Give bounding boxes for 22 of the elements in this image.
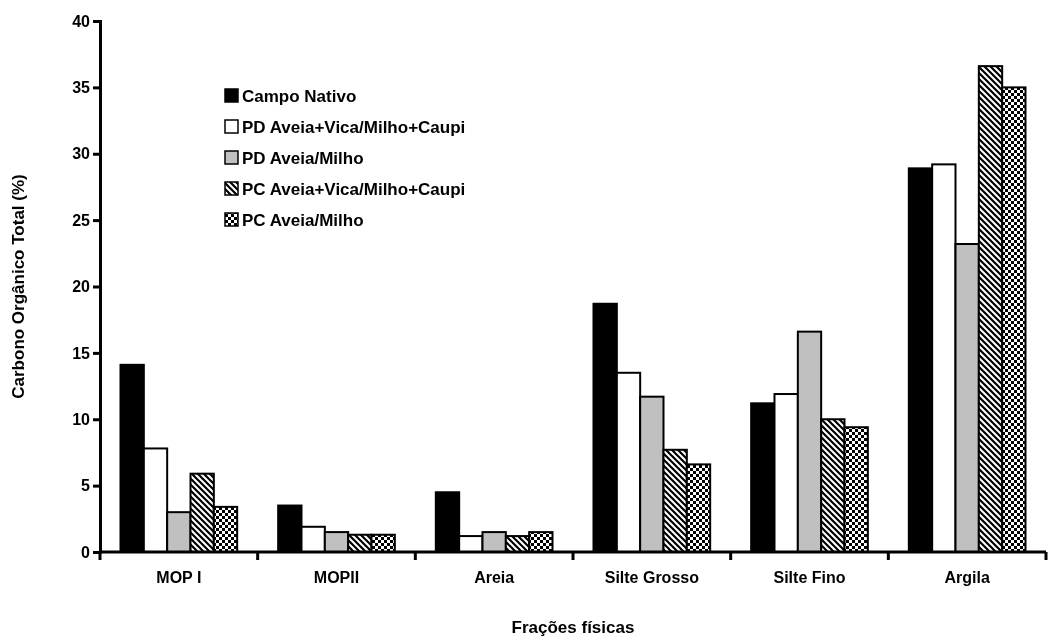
y-tick-label: 20	[72, 278, 91, 296]
legend-label: PC Aveia/Milho	[242, 211, 364, 230]
y-tick-label: 10	[72, 410, 91, 428]
x-tick-label: Areia	[474, 569, 515, 587]
y-tick-label: 15	[72, 344, 91, 362]
y-tick-label: 30	[72, 145, 91, 163]
legend-label: Campo Nativo	[242, 87, 357, 106]
y-tick-label: 0	[81, 543, 91, 561]
x-axis-title: Frações físicas	[511, 618, 635, 637]
x-tick-label: Argila	[944, 569, 990, 587]
legend-label: PD Aveia+Vica/Milho+Caupi	[242, 118, 466, 137]
x-tick-label: Silte Grosso	[604, 569, 700, 587]
y-tick-label: 25	[72, 211, 91, 229]
y-tick-label: 40	[72, 12, 91, 30]
legend-label: PD Aveia/Milho	[242, 149, 364, 168]
x-tick-label: MOP I	[156, 569, 202, 587]
x-tick-label: MOPII	[313, 569, 360, 587]
x-tick-label: Silte Fino	[773, 569, 846, 587]
y-tick-label: 5	[81, 477, 91, 495]
legend-label: PC Aveia+Vica/Milho+Caupi	[242, 180, 466, 199]
y-tick-label: 35	[72, 79, 91, 96]
y-axis-title: Carbono Orgânico Total (%)	[9, 174, 28, 399]
